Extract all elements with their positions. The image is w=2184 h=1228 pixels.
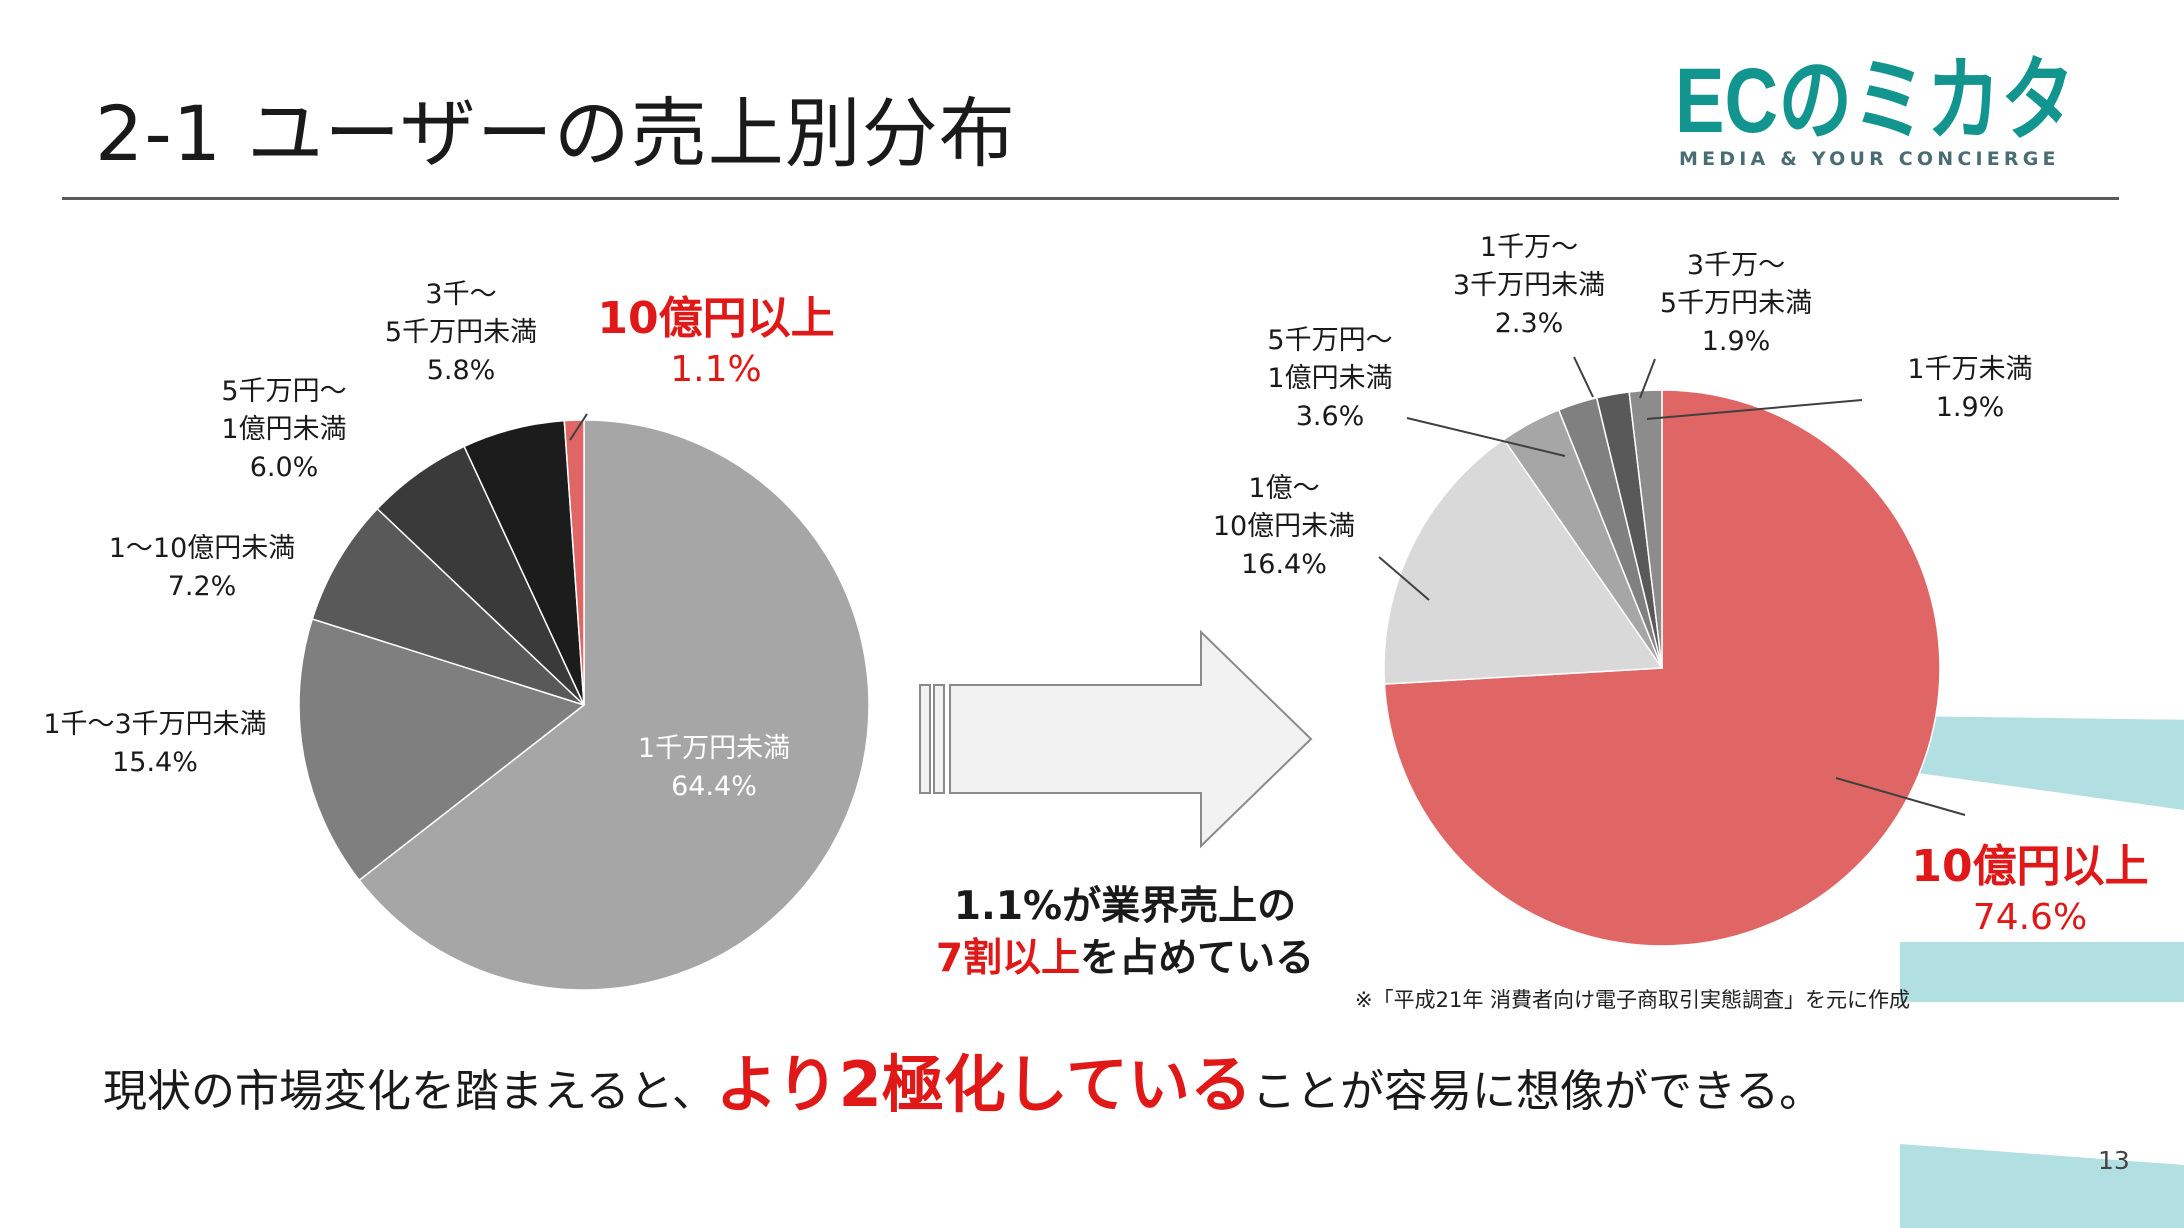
- svg-text:ECのミカタ: ECのミカタ: [1675, 50, 2075, 144]
- right-label-50m-100m: 5千万円～ 1億円未満 3.6%: [1267, 325, 1393, 432]
- pie2-slice-1: [1383, 438, 1664, 685]
- leader-right-under-10m: [1646, 399, 1863, 420]
- right-label-under-10m: 1千万未満 1.9%: [1907, 354, 2033, 423]
- page-number: 13: [2098, 1146, 2130, 1175]
- slide-title: 2-1 ユーザーの売上別分布: [95, 89, 1016, 178]
- leader-right-10m-30m: [1573, 356, 1594, 398]
- right-label-100m-1b: 1億～ 10億円未満 16.4%: [1212, 473, 1356, 580]
- leader-right-100m-1b: [1378, 556, 1430, 601]
- leader-left-over-1b: [569, 413, 588, 441]
- pie1-slice-1: [298, 618, 586, 882]
- right-label-10m-30m: 1千万～ 3千万円未満 2.3%: [1452, 232, 1606, 339]
- left-label-10m-30m: 1千～3千万円未満 15.4%: [43, 709, 267, 778]
- middle-caption-line2: 7割以上を占めている: [935, 936, 1315, 981]
- pie2-slice-5: [1628, 389, 1663, 669]
- left-label-over-1b: 10億円以上 1.1%: [597, 293, 835, 390]
- right-arrow: [949, 629, 1313, 849]
- logo-tagline: MEDIA & YOUR CONCIERGE: [1679, 148, 2060, 170]
- conclusion-emphasis: より2極化している: [715, 1048, 1252, 1121]
- arrow-stripe-2: [933, 684, 945, 794]
- pie1-slice-2: [311, 507, 585, 706]
- leader-right-over-1b: [1835, 777, 1966, 816]
- right-label-30m-50m: 3千万～ 5千万円未満 1.9%: [1659, 250, 1813, 357]
- pie1-slice-0: [358, 419, 870, 991]
- right-label-over-1b: 10億円以上 74.6%: [1911, 841, 2149, 938]
- title-divider: [62, 197, 2119, 200]
- leader-right-30m-50m: [1639, 358, 1656, 399]
- left-label-50m-100m: 5千万円～ 1億円未満 6.0%: [221, 376, 347, 483]
- left-label-30m-50m: 3千～ 5千万円未満 5.8%: [384, 279, 538, 386]
- logo-mark: ECのミカタ: [1675, 50, 2075, 144]
- brand-logo: ECのミカタ MEDIA & YOUR CONCIERGE: [1675, 44, 2075, 174]
- conclusion-message: 現状の市場変化を踏まえると、より2極化していることが容易に想像ができる。: [103, 1048, 1824, 1121]
- middle-caption: 1.1%が業界売上の 7割以上を占めている: [936, 881, 1314, 985]
- teal-accent-band-middle: [1900, 942, 2184, 1002]
- source-note: ※「平成21年 消費者向け電子商取引実態調査」を元に作成: [1355, 988, 1910, 1012]
- arrow-stripe-1: [919, 684, 931, 794]
- left-label-100m-1b: 1～10億円未満 7.2%: [108, 533, 296, 602]
- middle-caption-line1: 1.1%が業界売上の: [953, 884, 1297, 929]
- leader-right-50m-100m: [1406, 417, 1566, 457]
- left-label-under-10m: 1千万円未満 64.4%: [637, 733, 791, 802]
